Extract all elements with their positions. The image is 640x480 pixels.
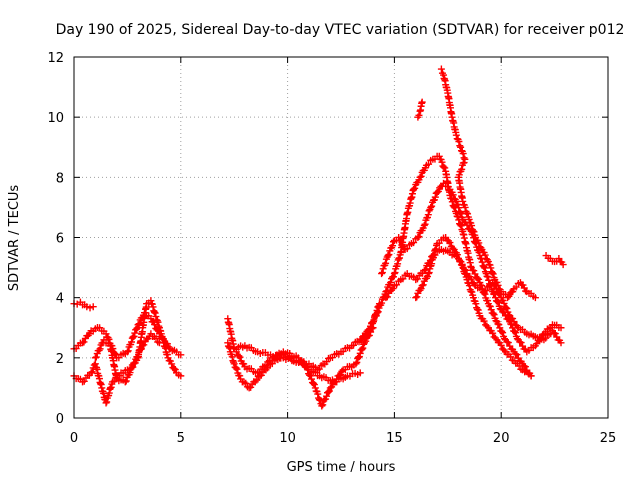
y-tick-label: 4 — [56, 292, 64, 307]
data-markers — [70, 65, 567, 410]
y-tick-label: 10 — [47, 111, 64, 126]
x-tick-label: 5 — [177, 431, 185, 446]
x-tick-label: 0 — [70, 431, 78, 446]
y-tick-label: 6 — [56, 232, 64, 247]
y-tick-label: 2 — [56, 352, 64, 367]
axis-ticks: 0 5 10 15 20 25 0 2 4 6 8 10 12 — [47, 51, 616, 446]
series-track-n — [542, 252, 567, 269]
series-track-k — [412, 234, 535, 380]
x-tick-label: 15 — [386, 431, 403, 446]
x-tick-label: 25 — [600, 431, 617, 446]
series-track-d — [91, 330, 163, 386]
y-axis-label: SDTVAR / TECUs — [7, 185, 22, 292]
x-axis-label: GPS time / hours — [287, 460, 396, 475]
series-track-l — [437, 65, 539, 302]
x-tick-label: 10 — [279, 431, 296, 446]
series-track-m — [414, 98, 426, 121]
grid-lines — [74, 57, 608, 418]
y-tick-label: 12 — [47, 51, 64, 66]
x-tick-label: 20 — [493, 431, 510, 446]
chart-title: Day 190 of 2025, Sidereal Day-to-day VTE… — [56, 22, 625, 38]
series-track-g — [232, 348, 364, 386]
y-tick-label: 0 — [56, 412, 64, 427]
y-tick-label: 8 — [56, 171, 64, 186]
